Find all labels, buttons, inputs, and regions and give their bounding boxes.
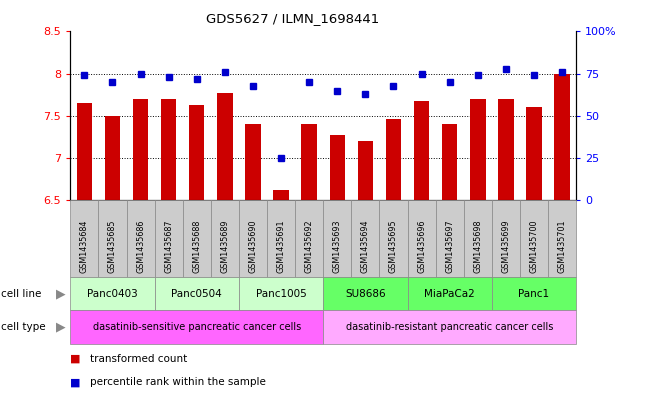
Text: GSM1435695: GSM1435695 xyxy=(389,220,398,273)
Text: GSM1435699: GSM1435699 xyxy=(501,220,510,273)
Text: GDS5627 / ILMN_1698441: GDS5627 / ILMN_1698441 xyxy=(206,12,380,25)
Text: percentile rank within the sample: percentile rank within the sample xyxy=(90,377,266,387)
Text: ▶: ▶ xyxy=(55,321,65,334)
Text: GSM1435698: GSM1435698 xyxy=(473,220,482,273)
Text: GSM1435688: GSM1435688 xyxy=(192,220,201,273)
Text: transformed count: transformed count xyxy=(90,354,187,364)
Bar xyxy=(357,141,373,200)
Bar xyxy=(498,99,514,200)
Text: GSM1435696: GSM1435696 xyxy=(417,220,426,273)
Bar xyxy=(526,107,542,200)
Text: GSM1435687: GSM1435687 xyxy=(164,220,173,273)
Text: GSM1435694: GSM1435694 xyxy=(361,220,370,273)
Text: ■: ■ xyxy=(70,377,81,387)
Text: GSM1435693: GSM1435693 xyxy=(333,220,342,273)
Text: dasatinib-sensitive pancreatic cancer cells: dasatinib-sensitive pancreatic cancer ce… xyxy=(92,322,301,332)
Bar xyxy=(217,93,232,200)
Text: GSM1435685: GSM1435685 xyxy=(108,220,117,273)
Bar xyxy=(301,124,317,200)
Text: GSM1435697: GSM1435697 xyxy=(445,220,454,273)
Bar xyxy=(245,124,260,200)
Text: GSM1435701: GSM1435701 xyxy=(558,220,566,273)
Text: GSM1435692: GSM1435692 xyxy=(305,220,314,273)
Text: ▶: ▶ xyxy=(55,287,65,300)
Text: MiaPaCa2: MiaPaCa2 xyxy=(424,289,475,299)
Text: dasatinib-resistant pancreatic cancer cells: dasatinib-resistant pancreatic cancer ce… xyxy=(346,322,553,332)
Text: cell type: cell type xyxy=(1,322,46,332)
Bar xyxy=(329,134,345,200)
Text: GSM1435690: GSM1435690 xyxy=(249,220,257,273)
Text: GSM1435684: GSM1435684 xyxy=(80,220,89,273)
Bar xyxy=(105,116,120,200)
Bar xyxy=(414,101,429,200)
Bar xyxy=(555,73,570,200)
Text: Panc0403: Panc0403 xyxy=(87,289,138,299)
Text: GSM1435700: GSM1435700 xyxy=(529,220,538,273)
Text: cell line: cell line xyxy=(1,289,41,299)
Text: SU8686: SU8686 xyxy=(345,289,385,299)
Bar xyxy=(470,99,486,200)
Bar xyxy=(77,103,92,200)
Text: GSM1435691: GSM1435691 xyxy=(277,220,286,273)
Bar xyxy=(161,99,176,200)
Text: GSM1435689: GSM1435689 xyxy=(221,220,229,273)
Text: Panc1005: Panc1005 xyxy=(256,289,307,299)
Bar xyxy=(386,119,401,200)
Bar xyxy=(189,105,204,200)
Bar xyxy=(273,190,289,200)
Text: Panc1: Panc1 xyxy=(518,289,549,299)
Text: Panc0504: Panc0504 xyxy=(171,289,222,299)
Text: ■: ■ xyxy=(70,354,81,364)
Bar xyxy=(133,99,148,200)
Bar xyxy=(442,124,458,200)
Text: GSM1435686: GSM1435686 xyxy=(136,220,145,273)
